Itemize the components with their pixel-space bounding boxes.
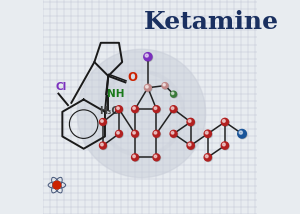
Circle shape [133,107,135,110]
Circle shape [116,130,122,137]
Circle shape [100,142,106,149]
Circle shape [171,92,177,98]
Circle shape [153,130,160,137]
Circle shape [171,131,178,138]
Text: Ketamine: Ketamine [143,10,279,34]
Circle shape [162,83,168,89]
Circle shape [153,106,160,113]
Circle shape [163,83,169,89]
Circle shape [171,131,174,134]
Circle shape [187,118,194,126]
Circle shape [154,155,157,158]
Circle shape [132,154,138,161]
Circle shape [133,131,135,134]
Circle shape [132,130,138,137]
Circle shape [132,131,139,138]
Circle shape [154,107,157,110]
Circle shape [204,130,212,137]
Circle shape [239,131,242,134]
Circle shape [77,49,206,178]
Circle shape [238,130,247,139]
Circle shape [221,118,229,126]
Circle shape [132,106,138,113]
Circle shape [145,54,148,57]
Text: Cl: Cl [55,82,67,92]
Circle shape [188,143,195,150]
Circle shape [170,130,177,137]
Circle shape [116,106,123,113]
Circle shape [205,154,212,162]
Circle shape [206,155,208,158]
Circle shape [223,120,225,122]
Circle shape [132,155,139,161]
Circle shape [204,154,212,161]
Circle shape [132,106,139,113]
Circle shape [188,143,191,146]
Circle shape [53,181,61,189]
Text: H₃C: H₃C [99,107,118,116]
Circle shape [238,129,246,138]
Circle shape [171,106,178,113]
Circle shape [145,85,152,92]
Circle shape [154,106,160,113]
Circle shape [223,143,225,146]
Circle shape [101,120,103,122]
Circle shape [144,53,152,61]
Circle shape [100,119,106,125]
Circle shape [154,131,157,134]
Circle shape [205,131,212,138]
Text: O: O [128,71,137,84]
Text: NH: NH [107,89,125,99]
Circle shape [100,143,107,150]
Circle shape [146,85,148,88]
Circle shape [170,106,177,113]
Circle shape [222,143,229,150]
Circle shape [188,120,191,122]
Circle shape [187,142,194,149]
Circle shape [170,91,176,97]
Circle shape [153,154,160,161]
Circle shape [206,131,208,134]
Circle shape [116,106,122,113]
Circle shape [101,143,103,146]
Circle shape [163,84,165,86]
Circle shape [116,131,123,138]
Circle shape [144,84,151,91]
Circle shape [172,92,174,94]
Circle shape [117,131,119,134]
Circle shape [144,53,153,61]
Circle shape [100,119,107,126]
Circle shape [221,142,229,149]
Circle shape [154,155,160,161]
Circle shape [171,107,174,110]
Circle shape [133,155,135,158]
Circle shape [222,119,229,126]
Circle shape [154,131,160,138]
Circle shape [117,107,119,110]
Circle shape [188,119,195,126]
